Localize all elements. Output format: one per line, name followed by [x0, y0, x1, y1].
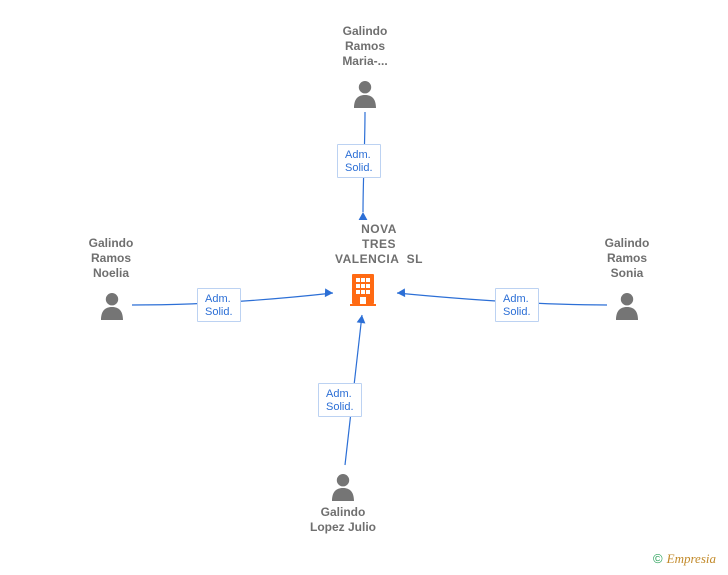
company-label: NOVA TRES VALENCIA SL [324, 222, 434, 267]
arrowhead-icon [397, 288, 405, 297]
copyright-symbol: © [653, 551, 663, 566]
person-label-left: Galindo Ramos Noelia [82, 236, 140, 281]
arrowhead-icon [357, 314, 367, 323]
edge-label-left: Adm. Solid. [197, 288, 241, 322]
arrowhead-icon [359, 212, 368, 220]
arrowhead-icon [325, 288, 333, 297]
person-icon [101, 293, 123, 320]
person-label-right: Galindo Ramos Sonia [598, 236, 656, 281]
edge-label-top: Adm. Solid. [337, 144, 381, 178]
person-label-top: Galindo Ramos Maria-... [336, 24, 394, 69]
person-icon [354, 81, 376, 108]
building-icon [350, 274, 376, 306]
person-icon [616, 293, 638, 320]
person-icon [332, 474, 354, 501]
watermark-text: Empresia [667, 551, 716, 566]
watermark: © Empresia [653, 551, 716, 567]
diagram-canvas [0, 0, 728, 575]
edge-label-bottom: Adm. Solid. [318, 383, 362, 417]
person-label-bottom: Galindo Lopez Julio [308, 505, 378, 535]
edge-label-right: Adm. Solid. [495, 288, 539, 322]
